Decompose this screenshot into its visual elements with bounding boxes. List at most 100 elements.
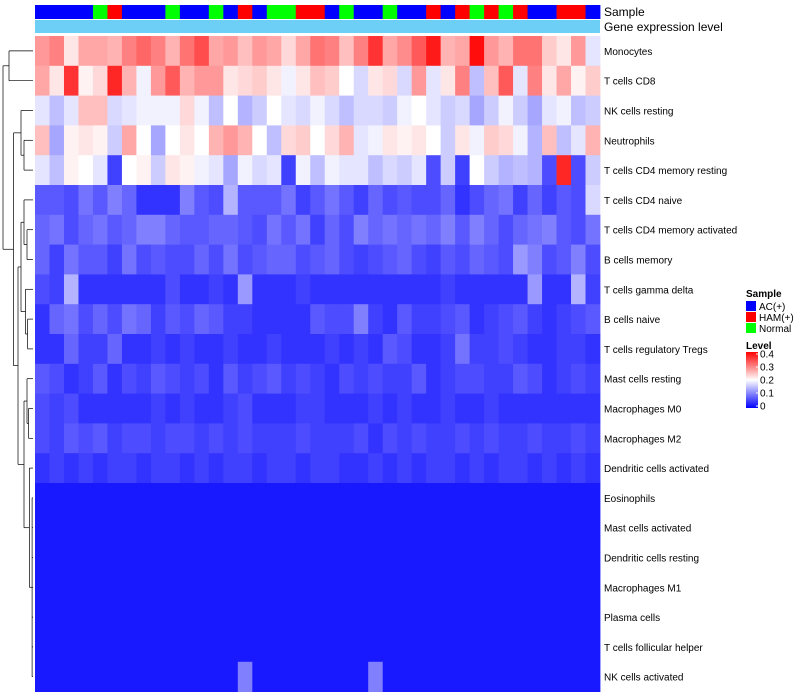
heatmap-cell	[585, 244, 601, 275]
heatmap-cell	[324, 483, 340, 514]
sample-annotation-cell	[455, 5, 471, 19]
heatmap-cell	[136, 334, 152, 365]
heatmap-cell	[556, 632, 572, 663]
heatmap-cell	[49, 363, 65, 394]
heatmap-cell	[165, 65, 181, 96]
heatmap-cell	[179, 125, 195, 156]
sample-annotation-cell	[237, 5, 253, 19]
heatmap-cell	[194, 125, 210, 156]
heatmap-cell	[208, 274, 224, 305]
heatmap-cell	[136, 65, 152, 96]
heatmap-cell	[92, 185, 108, 216]
heatmap-cell	[78, 661, 94, 692]
row-label: T cells CD8	[604, 77, 656, 88]
heatmap-cell	[281, 185, 297, 216]
heatmap-cell	[150, 185, 166, 216]
heatmap-cell	[136, 274, 152, 305]
heatmap-cell	[426, 125, 442, 156]
heatmap-cell	[194, 512, 210, 543]
heatmap-cell	[78, 602, 94, 633]
heatmap-cell	[208, 185, 224, 216]
heatmap-cell	[107, 125, 123, 156]
heatmap-cell	[382, 334, 398, 365]
sample-annotation-cell	[208, 5, 224, 19]
heatmap-cell	[469, 185, 485, 216]
heatmap-cell	[179, 274, 195, 305]
heatmap-cell	[353, 36, 369, 67]
heatmap-cell	[585, 334, 601, 365]
sample-annotation-cell	[498, 5, 514, 19]
heatmap-cell	[237, 572, 253, 603]
heatmap-cell	[266, 36, 282, 67]
heatmap-cell	[440, 572, 456, 603]
heatmap-cell	[107, 155, 123, 186]
heatmap-cell	[411, 334, 427, 365]
heatmap-cell	[92, 274, 108, 305]
heatmap-cell	[107, 423, 123, 454]
heatmap-cell	[411, 483, 427, 514]
heatmap-cell	[353, 393, 369, 424]
heatmap-cell	[455, 512, 471, 543]
heatmap-cell	[353, 661, 369, 692]
heatmap-cell	[484, 572, 499, 603]
heatmap-cell	[585, 304, 601, 335]
heatmap-cell	[484, 185, 499, 216]
heatmap-cell	[498, 661, 514, 692]
heatmap-cell	[208, 423, 224, 454]
heatmap-cell	[150, 155, 166, 186]
heatmap-cell	[63, 65, 79, 96]
heatmap-cell	[397, 602, 413, 633]
heatmap-cell	[208, 453, 224, 484]
heatmap-cell	[353, 542, 369, 573]
heatmap-cell	[49, 453, 65, 484]
heatmap-cell	[411, 214, 427, 245]
heatmap-cell	[179, 423, 195, 454]
heatmap-cell	[498, 36, 514, 67]
heatmap-cell	[542, 185, 557, 216]
heatmap-cell	[78, 95, 94, 126]
heatmap-cell	[237, 304, 253, 335]
sample-legend-swatch	[746, 312, 756, 322]
heatmap-cell	[252, 125, 268, 156]
heatmap-cell	[469, 423, 485, 454]
heatmap-cell	[498, 602, 514, 633]
heatmap-cell	[382, 185, 398, 216]
heatmap-cell	[324, 423, 340, 454]
heatmap-cell	[353, 214, 369, 245]
heatmap-cell	[107, 572, 123, 603]
heatmap-cell	[542, 304, 557, 335]
sample-annotation-cell	[35, 5, 50, 19]
heatmap-cell	[237, 95, 253, 126]
heatmap-cell	[281, 453, 297, 484]
heatmap-cell	[440, 632, 456, 663]
heatmap-cell	[63, 95, 79, 126]
heatmap-cell	[252, 483, 268, 514]
heatmap-cell	[107, 304, 123, 335]
heatmap-cell	[397, 423, 413, 454]
heatmap-cell	[165, 185, 181, 216]
sample-annotation-cell	[484, 5, 499, 19]
heatmap-cell	[556, 95, 572, 126]
heatmap-cell	[179, 185, 195, 216]
heatmap-cell	[310, 155, 326, 186]
heatmap-cell	[469, 95, 485, 126]
heatmap-cell	[281, 125, 297, 156]
heatmap-cell	[165, 423, 181, 454]
heatmap-cell	[281, 214, 297, 245]
heatmap-cell	[121, 65, 137, 96]
heatmap-cell	[223, 632, 239, 663]
heatmap-cell	[440, 36, 456, 67]
heatmap-cell	[426, 244, 442, 275]
heatmap-cell	[310, 483, 326, 514]
heatmap-cell	[266, 214, 282, 245]
heatmap-cell	[440, 185, 456, 216]
heatmap-cell	[571, 602, 586, 633]
heatmap-cell	[252, 214, 268, 245]
heatmap-cell	[426, 274, 442, 305]
heatmap-cell	[107, 65, 123, 96]
heatmap-cell	[382, 65, 398, 96]
heatmap-cell	[223, 95, 239, 126]
heatmap-cell	[556, 661, 572, 692]
heatmap-cell	[165, 95, 181, 126]
heatmap-cell	[353, 304, 369, 335]
